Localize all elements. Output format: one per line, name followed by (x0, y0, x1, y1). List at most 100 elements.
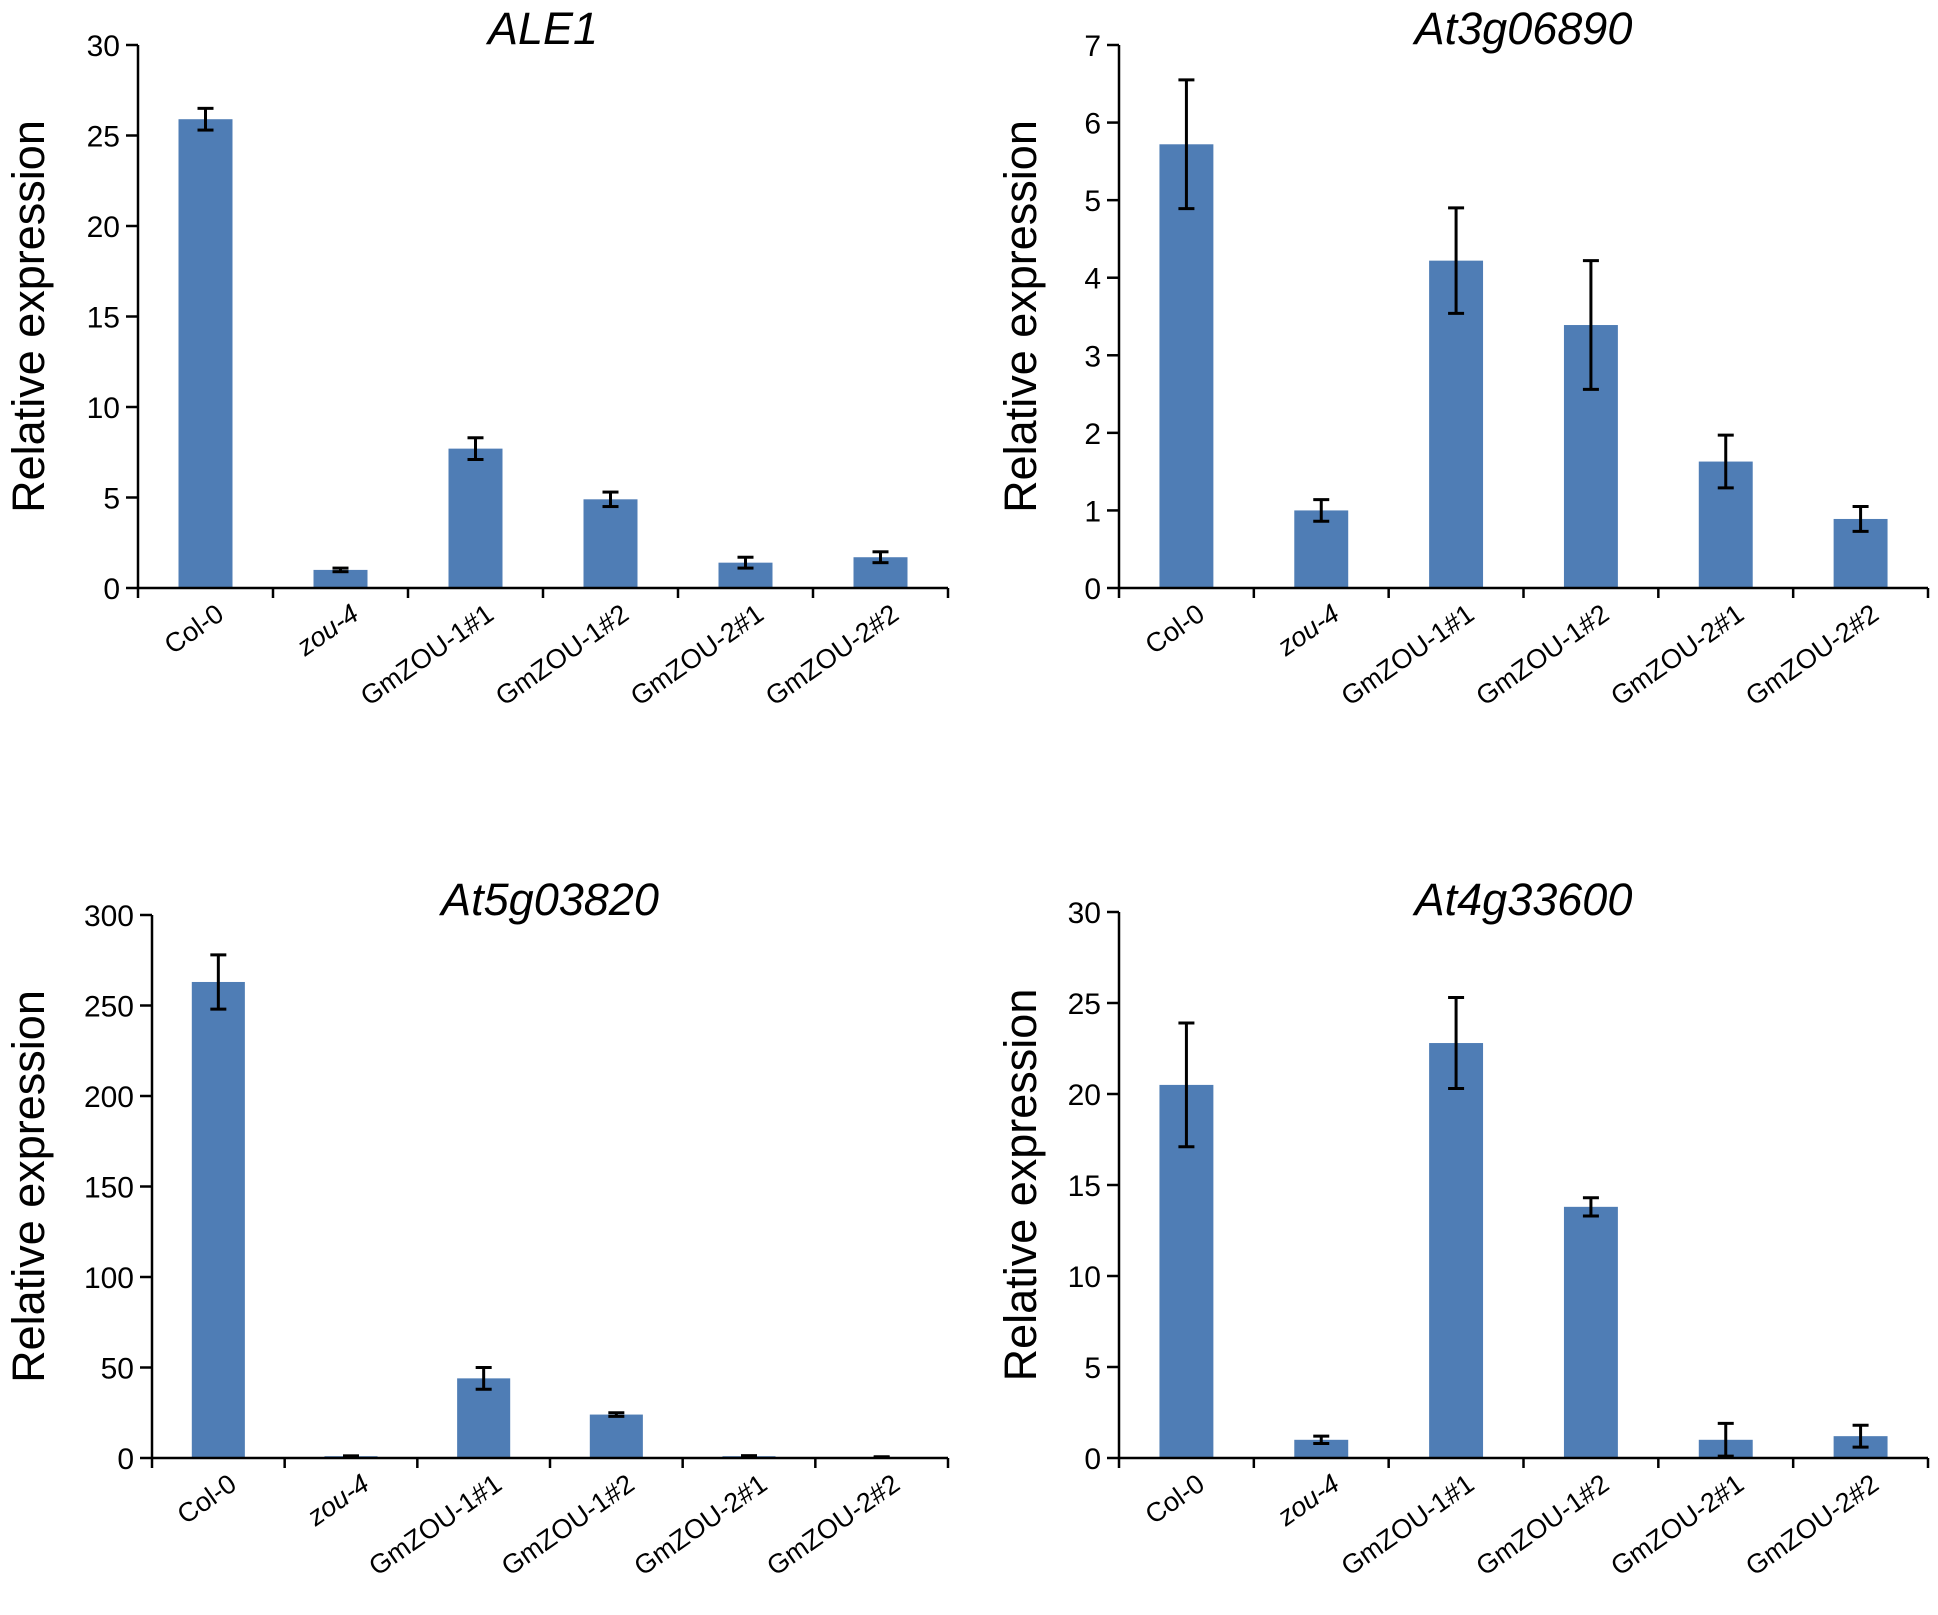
y-tick-label: 10 (87, 392, 120, 425)
y-tick-label: 0 (1084, 573, 1101, 606)
x-category-label: Col-0 (1140, 598, 1210, 660)
x-category-label: GmZOU-1#2 (490, 598, 634, 711)
x-category-label: GmZOU-1#2 (496, 1468, 640, 1581)
x-category-label: zou-4 (1271, 598, 1344, 662)
x-category-label: GmZOU-2#2 (761, 1468, 905, 1581)
y-tick-label: 5 (1084, 185, 1101, 218)
bar-gmzou-1-2 (589, 1414, 643, 1458)
error-bar (343, 1454, 359, 1459)
error-bar (1313, 1434, 1330, 1445)
error-bar (1852, 505, 1869, 533)
error-bar (602, 490, 619, 509)
error-bar (608, 1411, 625, 1418)
y-axis-label: Relative expression (995, 989, 1046, 1382)
error-bar (197, 106, 214, 132)
chart-title: At5g03820 (438, 874, 659, 925)
y-tick-label: 5 (1084, 1352, 1101, 1385)
error-bar (1178, 78, 1195, 211)
y-axis-label: Relative expression (3, 990, 54, 1383)
bar-gmzou-1-1 (1429, 1043, 1484, 1458)
chart-title: ALE1 (485, 3, 598, 54)
bar-gmzou-1-1 (457, 1378, 511, 1458)
error-bar (741, 1454, 757, 1459)
chart-title: At3g06890 (1412, 3, 1633, 54)
y-tick-label: 7 (1084, 30, 1101, 63)
y-tick-label: 15 (1068, 1170, 1101, 1203)
error-bar (1582, 259, 1599, 391)
x-category-label: GmZOU-2#1 (629, 1468, 773, 1581)
x-category-label: GmZOU-1#1 (1336, 598, 1480, 711)
x-category-label: Col-0 (159, 598, 229, 660)
y-tick-label: 0 (117, 1443, 134, 1476)
error-bar (737, 555, 754, 570)
bar-gmzou-1-1 (448, 448, 503, 588)
y-tick-label: 2 (1084, 418, 1101, 451)
y-tick-label: 5 (103, 483, 120, 516)
y-tick-label: 30 (1068, 897, 1101, 930)
error-bar (872, 550, 889, 565)
x-category-label: GmZOU-1#1 (355, 598, 499, 711)
error-bar (1313, 498, 1330, 523)
x-category-label: GmZOU-2#2 (760, 598, 904, 711)
x-category-label: Col-0 (1140, 1468, 1210, 1530)
bar-col-0 (191, 981, 245, 1458)
chart-title: At4g33600 (1412, 874, 1633, 925)
y-tick-label: 25 (87, 121, 120, 154)
bar-gmzou-1-1 (1429, 260, 1484, 588)
x-category-label: GmZOU-1#2 (1471, 598, 1615, 711)
error-bar (210, 953, 227, 1011)
chart-panel-4: At4g33600 Relative expression 0 5 10 15 20 25 30… (995, 874, 1930, 1582)
y-tick-label: 1 (1084, 495, 1101, 528)
x-category-label: GmZOU-2#1 (1605, 1468, 1749, 1581)
y-tick-label: 250 (84, 991, 134, 1024)
bar-zou-4 (1294, 1439, 1349, 1458)
error-bar (1717, 433, 1734, 490)
error-bar (1582, 1196, 1599, 1218)
y-tick-label: 15 (87, 302, 120, 335)
bar-col-0 (178, 119, 233, 589)
y-tick-label: 3 (1084, 340, 1101, 373)
x-category-label: GmZOU-2#2 (1740, 1468, 1884, 1581)
bar-zou-4 (313, 569, 368, 588)
chart-panel-2: At3g06890 Relative expression 0 1 2 3 4 5 6 7 Col-… (995, 3, 1930, 712)
x-category-label: GmZOU-2#1 (625, 598, 769, 711)
y-tick-label: 20 (87, 211, 120, 244)
bar-gmzou-1-2 (1563, 1206, 1618, 1458)
error-bar (467, 436, 484, 461)
error-bar (1178, 1021, 1195, 1149)
error-bar (1717, 1421, 1734, 1458)
y-tick-label: 300 (84, 900, 134, 933)
x-category-label: zou-4 (1271, 1468, 1344, 1532)
error-bar (332, 566, 349, 574)
y-axis-label: Relative expression (995, 120, 1046, 513)
y-tick-label: 6 (1084, 108, 1101, 141)
error-bar (1448, 996, 1465, 1091)
y-tick-label: 200 (84, 1081, 134, 1114)
y-tick-label: 10 (1068, 1261, 1101, 1294)
x-category-label: zou-4 (301, 1468, 374, 1532)
error-bar (1448, 206, 1465, 315)
chart-panel-1: ALE1 Relative expression 0 5 10 15 20 25 30 Col-0… (3, 3, 950, 712)
x-category-label: Col-0 (172, 1468, 242, 1530)
bar-gmzou-1-2 (583, 499, 638, 588)
y-tick-label: 0 (103, 573, 120, 606)
y-tick-label: 50 (101, 1353, 134, 1386)
x-category-label: GmZOU-2#2 (1740, 598, 1884, 711)
x-category-label: GmZOU-2#1 (1605, 598, 1749, 711)
chart-panel-3: At5g03820 Relative expression 0 50 100 150 200… (3, 874, 950, 1582)
x-category-label: GmZOU-1#1 (363, 1468, 507, 1581)
y-axis-label: Relative expression (3, 120, 54, 513)
error-bar (475, 1366, 492, 1391)
x-category-label: GmZOU-1#2 (1471, 1468, 1615, 1581)
y-tick-label: 100 (84, 1262, 134, 1295)
y-tick-label: 30 (87, 30, 120, 63)
x-category-label: zou-4 (291, 598, 364, 662)
error-bar (1852, 1423, 1869, 1449)
y-tick-label: 150 (84, 1172, 134, 1205)
y-tick-label: 4 (1084, 263, 1101, 296)
y-tick-label: 0 (1084, 1443, 1101, 1476)
x-category-label: GmZOU-1#1 (1336, 1468, 1480, 1581)
y-tick-label: 25 (1068, 988, 1101, 1021)
bar-col-0 (1159, 144, 1214, 588)
